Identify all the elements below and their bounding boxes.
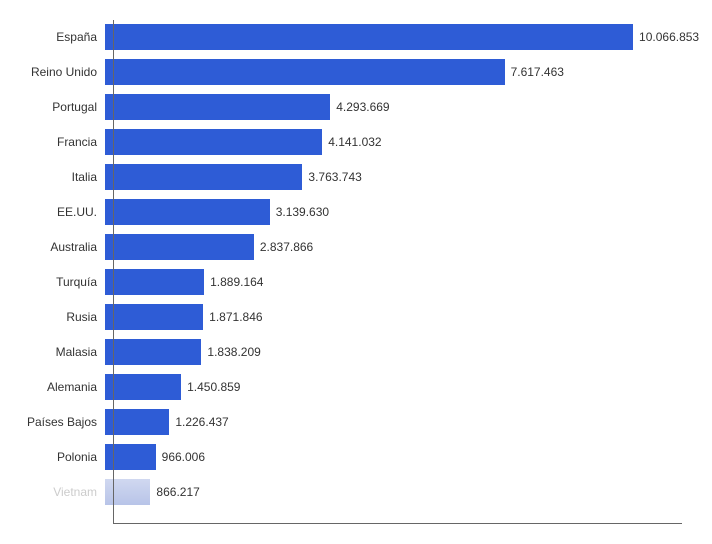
- value-label: 4.141.032: [328, 135, 381, 149]
- bar: 3.139.630: [105, 199, 270, 225]
- bar-area: 10.066.853: [105, 20, 682, 54]
- bar-area: 1.889.164: [105, 265, 682, 299]
- bar-area: 4.141.032: [105, 125, 682, 159]
- chart-row: Francia4.141.032: [10, 125, 682, 159]
- bar-area: 7.617.463: [105, 55, 682, 89]
- category-label: Alemania: [10, 380, 105, 394]
- bar: 1.871.846: [105, 304, 203, 330]
- bar-area: 3.139.630: [105, 195, 682, 229]
- value-label: 4.293.669: [336, 100, 389, 114]
- value-label: 866.217: [156, 485, 199, 499]
- chart-row: Polonia966.006: [10, 440, 682, 474]
- category-label: Turquía: [10, 275, 105, 289]
- chart-row: Países Bajos1.226.437: [10, 405, 682, 439]
- category-label: Italia: [10, 170, 105, 184]
- bar-area: 1.838.209: [105, 335, 682, 369]
- category-label: Rusia: [10, 310, 105, 324]
- bar: 866.217: [105, 479, 150, 505]
- chart-row: EE.UU.3.139.630: [10, 195, 682, 229]
- value-label: 1.871.846: [209, 310, 262, 324]
- bar: 10.066.853: [105, 24, 633, 50]
- bar-area: 1.450.859: [105, 370, 682, 404]
- bar: 1.889.164: [105, 269, 204, 295]
- value-label: 3.139.630: [276, 205, 329, 219]
- value-label: 3.763.743: [308, 170, 361, 184]
- chart-row: Alemania1.450.859: [10, 370, 682, 404]
- category-label: Países Bajos: [10, 415, 105, 429]
- chart-row: Australia2.837.866: [10, 230, 682, 264]
- chart-row: Rusia1.871.846: [10, 300, 682, 334]
- category-label: Vietnam: [10, 485, 105, 499]
- bar-area: 3.763.743: [105, 160, 682, 194]
- chart-row: Italia3.763.743: [10, 160, 682, 194]
- category-label: Portugal: [10, 100, 105, 114]
- bar-area: 4.293.669: [105, 90, 682, 124]
- category-label: EE.UU.: [10, 205, 105, 219]
- bar: 1.226.437: [105, 409, 169, 435]
- value-label: 2.837.866: [260, 240, 313, 254]
- value-label: 1.889.164: [210, 275, 263, 289]
- value-label: 1.226.437: [175, 415, 228, 429]
- bar-area: 2.837.866: [105, 230, 682, 264]
- bar: 4.293.669: [105, 94, 330, 120]
- bar: 3.763.743: [105, 164, 302, 190]
- category-label: Malasia: [10, 345, 105, 359]
- chart-row: Vietnam866.217: [10, 475, 682, 509]
- category-label: Polonia: [10, 450, 105, 464]
- bar: 4.141.032: [105, 129, 322, 155]
- chart-row: Portugal4.293.669: [10, 90, 682, 124]
- category-label: Reino Unido: [10, 65, 105, 79]
- bar: 1.838.209: [105, 339, 201, 365]
- bar: 2.837.866: [105, 234, 254, 260]
- bar: 1.450.859: [105, 374, 181, 400]
- bar-area: 966.006: [105, 440, 682, 474]
- bar: 7.617.463: [105, 59, 505, 85]
- bar: 966.006: [105, 444, 156, 470]
- chart-row: Turquía1.889.164: [10, 265, 682, 299]
- value-label: 1.838.209: [207, 345, 260, 359]
- bar-area: 1.871.846: [105, 300, 682, 334]
- category-label: España: [10, 30, 105, 44]
- bar-chart: España10.066.853Reino Unido7.617.463Port…: [10, 20, 682, 524]
- category-label: Australia: [10, 240, 105, 254]
- chart-row: Reino Unido7.617.463: [10, 55, 682, 89]
- value-label: 10.066.853: [639, 30, 699, 44]
- value-label: 1.450.859: [187, 380, 240, 394]
- chart-row: España10.066.853: [10, 20, 682, 54]
- value-label: 966.006: [162, 450, 205, 464]
- bar-area: 1.226.437: [105, 405, 682, 439]
- chart-row: Malasia1.838.209: [10, 335, 682, 369]
- bar-area: 866.217: [105, 475, 682, 509]
- category-label: Francia: [10, 135, 105, 149]
- value-label: 7.617.463: [511, 65, 564, 79]
